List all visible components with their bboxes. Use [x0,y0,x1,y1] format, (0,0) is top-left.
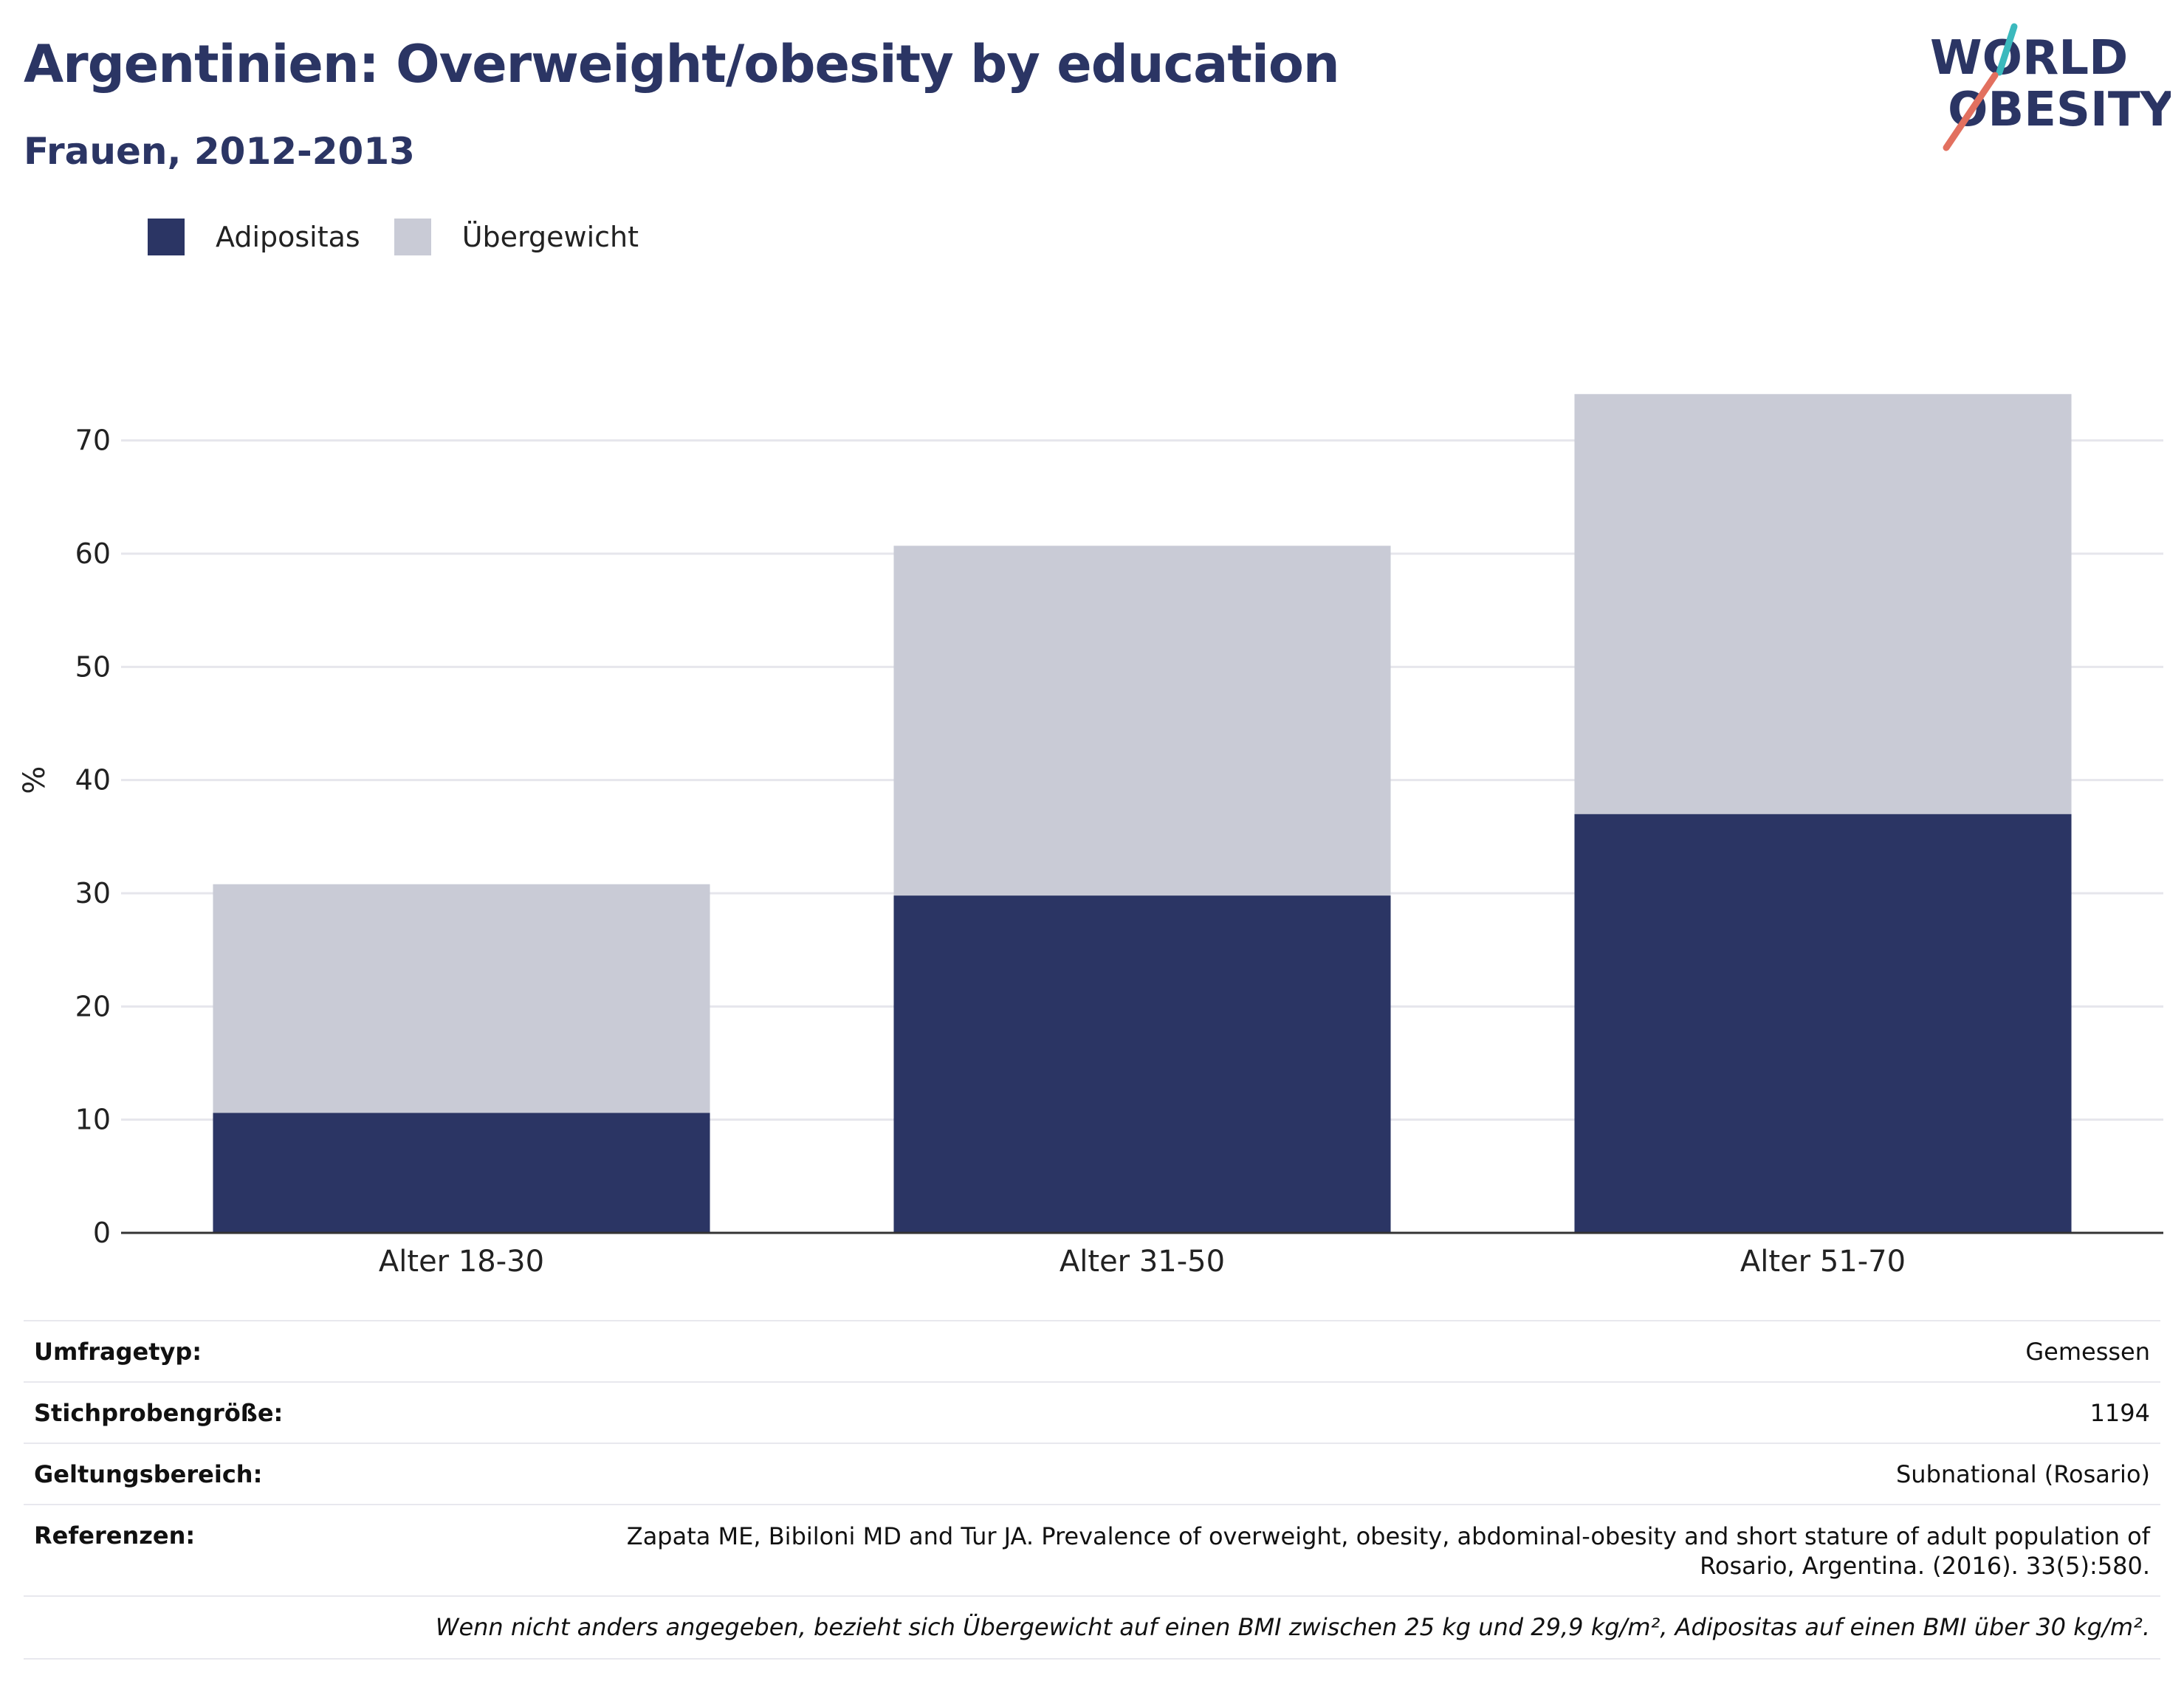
info-label-references: Referenzen: [34,1522,196,1550]
y-tick-label: 20 [75,990,111,1022]
y-tick-label: 30 [75,877,111,910]
y-tick-label: 0 [93,1217,111,1249]
bar-adipositas [1574,814,2072,1233]
y-tick-label: 70 [75,424,111,457]
x-tick-label: Alter 51-70 [1740,1245,1906,1279]
x-tick-label: Alter 31-50 [1060,1245,1225,1279]
info-value-scope: Subnational (Rosario) [1895,1460,2150,1488]
info-row-references: Referenzen: Zapata ME, Bibiloni MD and T… [24,1504,2160,1595]
chart-legend: Adipositas Übergewicht [148,219,673,255]
legend-item-uebergewicht[interactable]: Übergewicht [394,219,639,255]
legend-label-uebergewicht: Übergewicht [461,221,639,253]
x-tick-label: Alter 18-30 [379,1245,544,1279]
legend-swatch-uebergewicht [394,219,431,255]
info-row-survey-type: Umfragetyp: Gemessen [24,1320,2160,1381]
legend-swatch-adipositas [148,219,185,255]
info-value-survey-type: Gemessen [2025,1338,2150,1366]
logo-slash-red [1943,72,1999,151]
bar-uebergewicht [1574,393,2072,814]
survey-info-table: Umfragetyp: Gemessen Stichprobengröße: 1… [24,1320,2160,1660]
y-tick-label: 40 [75,764,111,797]
info-label-survey-type: Umfragetyp: [34,1338,202,1366]
bar-adipositas [893,895,1391,1233]
info-row-scope: Geltungsbereich: Subnational (Rosario) [24,1443,2160,1504]
info-label-sample-size: Stichprobengröße: [34,1399,284,1427]
y-tick-label: 10 [75,1104,111,1136]
info-value-references: Zapata ME, Bibiloni MD and Tur JA. Preva… [626,1522,2150,1580]
y-axis-label: % [18,766,52,794]
bar-uebergewicht [213,884,710,1113]
legend-label-adipositas: Adipositas [216,221,360,253]
bar-uebergewicht [893,546,1391,896]
info-row-sample-size: Stichprobengröße: 1194 [24,1381,2160,1443]
y-tick-label: 60 [75,537,111,570]
info-value-sample-size: 1194 [2089,1399,2150,1427]
chart-title: Argentinien: Overweight/obesity by educa… [24,34,1340,94]
world-obesity-logo: WORLD OBESITY [1930,23,2171,151]
bmi-definition-note: Wenn nicht anders angegeben, bezieht sic… [24,1595,2160,1660]
bar-adipositas [213,1113,710,1233]
logo-text-world: WORLD [1930,31,2128,86]
chart-subtitle: Frauen, 2012-2013 [24,130,415,173]
logo-slash-teal [1996,23,2018,76]
info-label-scope: Geltungsbereich: [34,1460,263,1488]
y-tick-label: 50 [75,650,111,683]
stacked-bar-chart: 0 10 20 30 40 50 60 70% Alter 18-30 Alter 31-50 Al… [18,393,2163,1279]
legend-item-adipositas[interactable]: Adipositas [148,219,360,255]
